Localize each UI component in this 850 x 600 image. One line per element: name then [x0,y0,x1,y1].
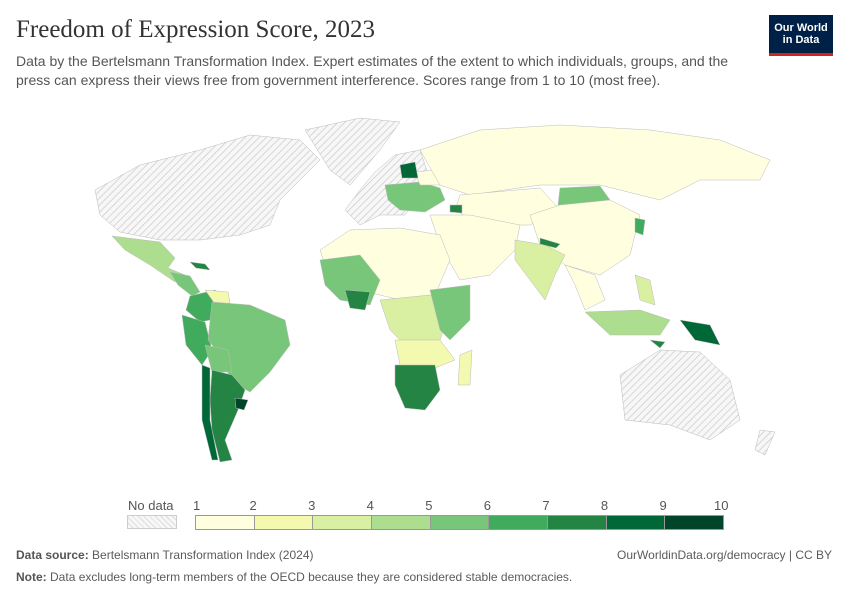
source-url[interactable]: OurWorldinData.org/democracy | CC BY [617,548,832,562]
north-america[interactable] [94,134,321,241]
legend-swatch-2[interactable] [253,516,313,529]
philippines[interactable] [634,274,656,306]
central-america[interactable] [169,271,201,297]
legend-color-bar [195,515,724,530]
world-map[interactable] [0,110,850,480]
legend-tick-label: 9 [659,498,667,513]
paraguay-argentina[interactable] [209,369,246,463]
georgia-armenia[interactable] [449,204,463,214]
chart-title: Freedom of Expression Score, 2023 [16,16,375,43]
new-zealand[interactable] [754,429,776,456]
greenland[interactable] [304,117,401,186]
southeast-asia[interactable] [564,264,606,311]
bolivia[interactable] [204,344,233,373]
data-source: Data source: Bertelsmann Transformation … [16,548,314,562]
legend-tick-label: 2 [249,498,257,513]
ghana-coast[interactable] [344,289,371,311]
legend-swatch-8[interactable] [605,516,665,529]
korea[interactable] [634,217,646,236]
caribbean[interactable] [189,261,211,271]
legend-no-data-swatch[interactable] [127,515,177,529]
uruguay[interactable] [234,397,249,411]
legend-swatch-6[interactable] [488,516,548,529]
papua-new-guinea[interactable] [679,319,721,346]
legend-tick-label: 6 [483,498,491,513]
legend-tick-label: 8 [600,498,609,513]
legend-tick-label: 4 [366,498,374,513]
legend-tick-label: 10 [714,498,729,513]
legend-swatch-4[interactable] [371,516,430,529]
legend-tick-label: 3 [308,498,316,513]
note: Note: Data excludes long-term members of… [16,570,573,584]
venezuela[interactable] [204,289,231,305]
legend-swatch-1[interactable] [196,516,254,529]
legend-swatch-7[interactable] [547,516,606,529]
legend-swatch-3[interactable] [312,516,372,529]
legend-swatch-9[interactable] [664,516,724,529]
madagascar[interactable] [457,349,473,386]
east-africa[interactable] [429,284,471,341]
owid-logo[interactable]: Our World in Data [769,15,833,56]
peru-ecuador[interactable] [181,314,213,366]
legend-tick-label: 1 [193,498,201,513]
timor[interactable] [649,339,666,349]
australia[interactable] [619,349,741,441]
baltics[interactable] [399,161,419,179]
legend-no-data-label: No data [128,498,174,513]
india[interactable] [514,239,566,301]
chart-subtitle: Data by the Bertelsmann Transformation I… [16,53,729,88]
legend-tick-label: 5 [425,498,433,513]
indonesia[interactable] [584,309,671,336]
south-central-africa[interactable] [394,339,456,371]
nepal[interactable] [539,237,561,249]
legend-swatch-5[interactable] [429,516,489,529]
southern-africa[interactable] [394,364,441,411]
legend-tick-label: 7 [542,498,550,513]
chile[interactable] [201,364,219,461]
